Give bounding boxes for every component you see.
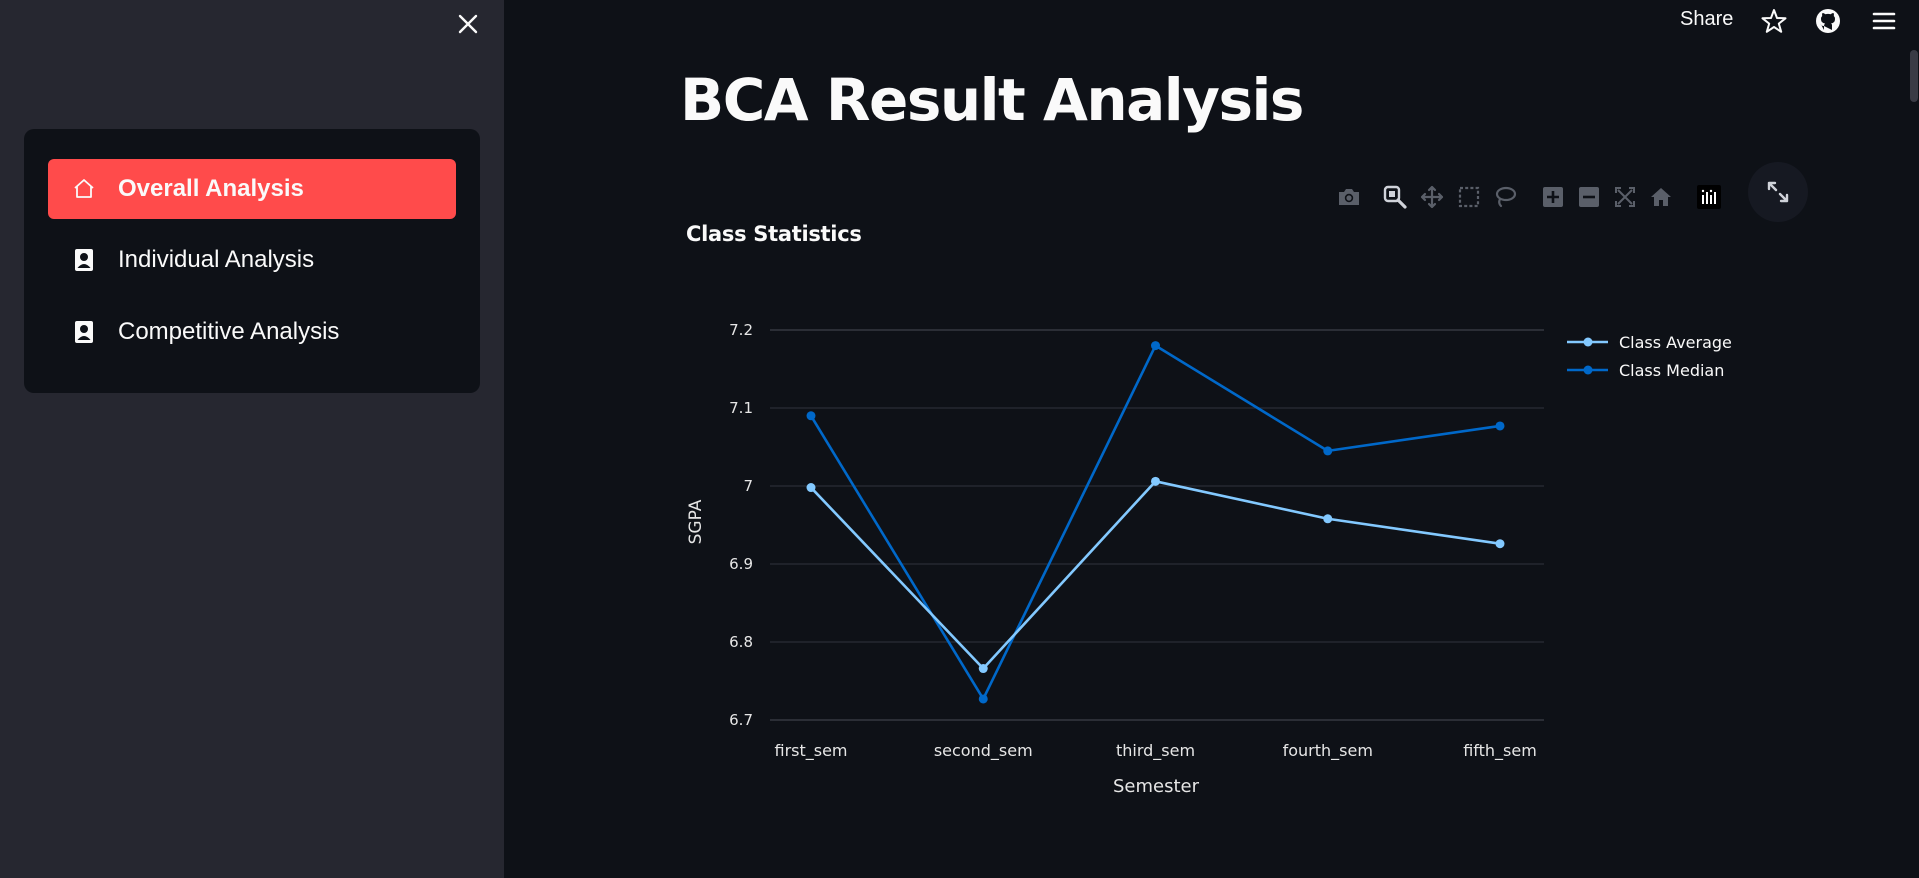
- person-badge-icon: [72, 248, 96, 272]
- x-axis-ticks: first_sem second_sem third_sem fourth_sem fi…: [774, 741, 1536, 761]
- chart-title: Class Statistics: [686, 222, 862, 246]
- lasso-select-button[interactable]: [1492, 184, 1518, 210]
- data-point[interactable]: [1323, 446, 1333, 456]
- star-icon: [1761, 9, 1787, 33]
- legend-item[interactable]: Class Median: [1567, 361, 1724, 380]
- expand-icon: [1767, 181, 1789, 203]
- data-point[interactable]: [978, 664, 988, 674]
- close-icon: [458, 14, 478, 34]
- navigation-menu: Overall Analysis Individual Analysis C: [24, 129, 480, 393]
- zoom-in-button[interactable]: [1540, 184, 1566, 210]
- data-point[interactable]: [978, 694, 988, 704]
- person-badge-icon: [72, 320, 96, 344]
- scrollbar[interactable]: [1910, 50, 1918, 102]
- chart-legend: Class Average Class Median: [1567, 333, 1732, 380]
- grid-lines: [770, 329, 1544, 721]
- x-axis-label: Semester: [1113, 776, 1200, 797]
- chart-series: [806, 341, 1505, 704]
- plus-icon: [1543, 187, 1563, 207]
- data-point[interactable]: [1495, 421, 1505, 431]
- legend-marker: [1583, 365, 1593, 375]
- autoscale-icon: [1615, 187, 1635, 207]
- pan-button[interactable]: [1419, 184, 1445, 210]
- download-png-button[interactable]: [1336, 184, 1362, 210]
- plotly-logo-icon: [1697, 185, 1721, 209]
- y-tick-label: 6.7: [729, 711, 753, 729]
- nav-item-individual-analysis[interactable]: Individual Analysis: [48, 230, 456, 290]
- autoscale-button[interactable]: [1612, 184, 1638, 210]
- minus-icon: [1579, 187, 1599, 207]
- data-point[interactable]: [1495, 539, 1505, 549]
- share-button[interactable]: Share: [1680, 8, 1734, 30]
- legend-label: Class Average: [1619, 333, 1732, 352]
- hamburger-icon: [1872, 12, 1896, 30]
- zoom-button[interactable]: [1382, 184, 1408, 210]
- series-line-class-average: [810, 480, 1501, 670]
- y-tick-label: 6.9: [729, 555, 753, 573]
- page-title: BCA Result Analysis: [680, 66, 1304, 134]
- house-icon: [72, 177, 96, 201]
- x-tick-label: third_sem: [1116, 741, 1195, 761]
- nav-item-label: Competitive Analysis: [118, 318, 340, 345]
- x-tick-label: second_sem: [934, 741, 1033, 761]
- lasso-icon: [1495, 186, 1517, 208]
- y-axis-ticks: 6.7 6.8 6.9 7 7.1 7.2: [729, 321, 753, 729]
- legend-item[interactable]: Class Average: [1567, 333, 1732, 352]
- close-sidebar-button[interactable]: [454, 10, 482, 38]
- data-point[interactable]: [1323, 514, 1333, 524]
- data-point[interactable]: [806, 483, 816, 493]
- x-tick-label: first_sem: [774, 741, 847, 761]
- y-tick-label: 7: [743, 477, 753, 495]
- y-axis-label: SGPA: [686, 499, 706, 544]
- zoom-out-button[interactable]: [1576, 184, 1602, 210]
- box-select-button[interactable]: [1456, 184, 1482, 210]
- camera-icon: [1339, 189, 1359, 205]
- data-point[interactable]: [1151, 341, 1160, 351]
- plotly-logo-button[interactable]: [1696, 184, 1722, 210]
- series-line-class-median: [809, 344, 1501, 701]
- nav-item-label: Overall Analysis: [118, 175, 304, 202]
- x-tick-label: fifth_sem: [1463, 741, 1537, 761]
- home-icon: [1651, 188, 1671, 206]
- x-tick-label: fourth_sem: [1283, 741, 1373, 761]
- box-select-icon: [1458, 186, 1480, 208]
- y-tick-label: 7.1: [729, 399, 753, 417]
- y-tick-label: 6.8: [729, 633, 753, 651]
- data-point[interactable]: [806, 411, 816, 421]
- reset-axes-button[interactable]: [1648, 184, 1674, 210]
- y-tick-label: 7.2: [729, 321, 753, 339]
- legend-marker: [1583, 337, 1593, 347]
- nav-item-competitive-analysis[interactable]: Competitive Analysis: [48, 302, 456, 362]
- legend-label: Class Median: [1619, 361, 1724, 380]
- pan-icon: [1420, 185, 1444, 209]
- star-button[interactable]: [1760, 7, 1788, 35]
- main-menu-button[interactable]: [1870, 7, 1898, 35]
- zoom-icon: [1383, 185, 1407, 209]
- nav-item-overall-analysis[interactable]: Overall Analysis: [48, 159, 456, 219]
- github-button[interactable]: [1814, 7, 1842, 35]
- fullscreen-button[interactable]: [1748, 162, 1808, 222]
- data-point[interactable]: [1151, 476, 1160, 486]
- sidebar: Overall Analysis Individual Analysis C: [0, 0, 504, 878]
- nav-item-label: Individual Analysis: [118, 246, 315, 273]
- github-icon: [1816, 9, 1840, 33]
